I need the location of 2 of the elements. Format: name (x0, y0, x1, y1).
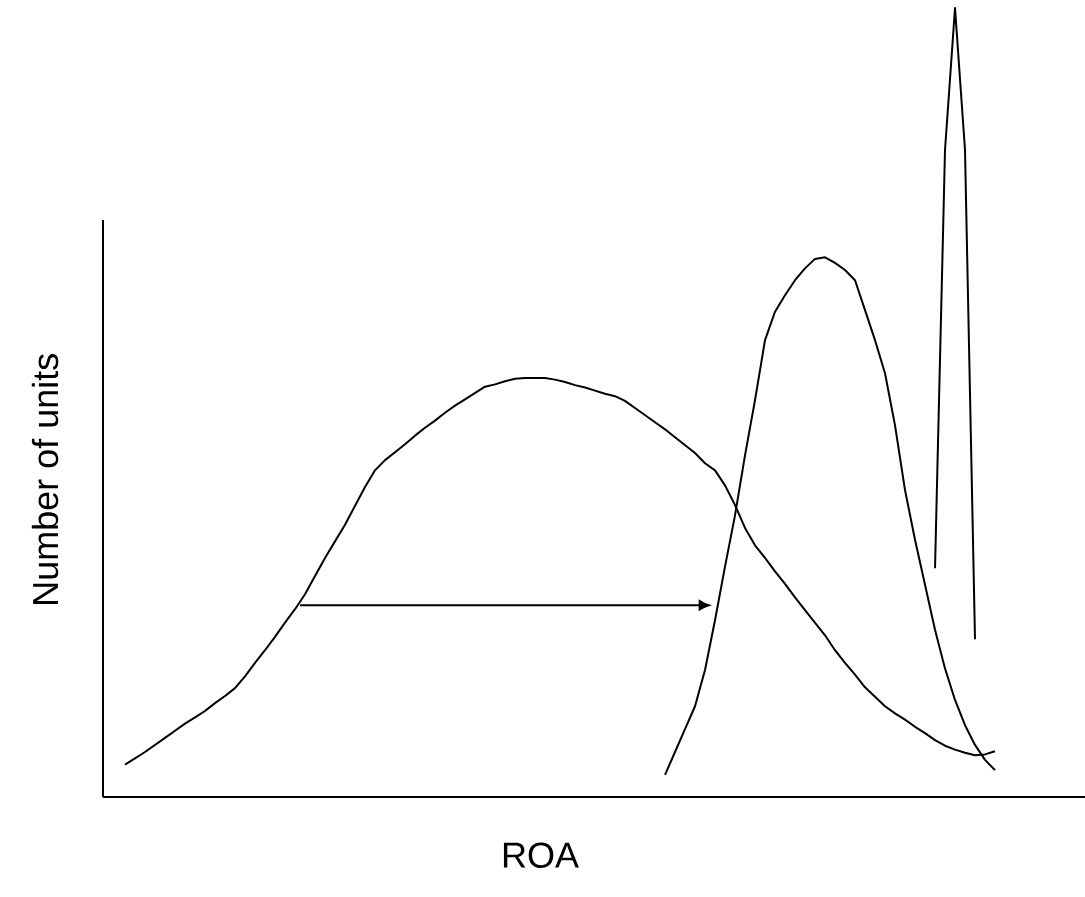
y-axis-title: Number of units (31, 354, 59, 604)
x-axis-title: ROA (503, 842, 579, 868)
